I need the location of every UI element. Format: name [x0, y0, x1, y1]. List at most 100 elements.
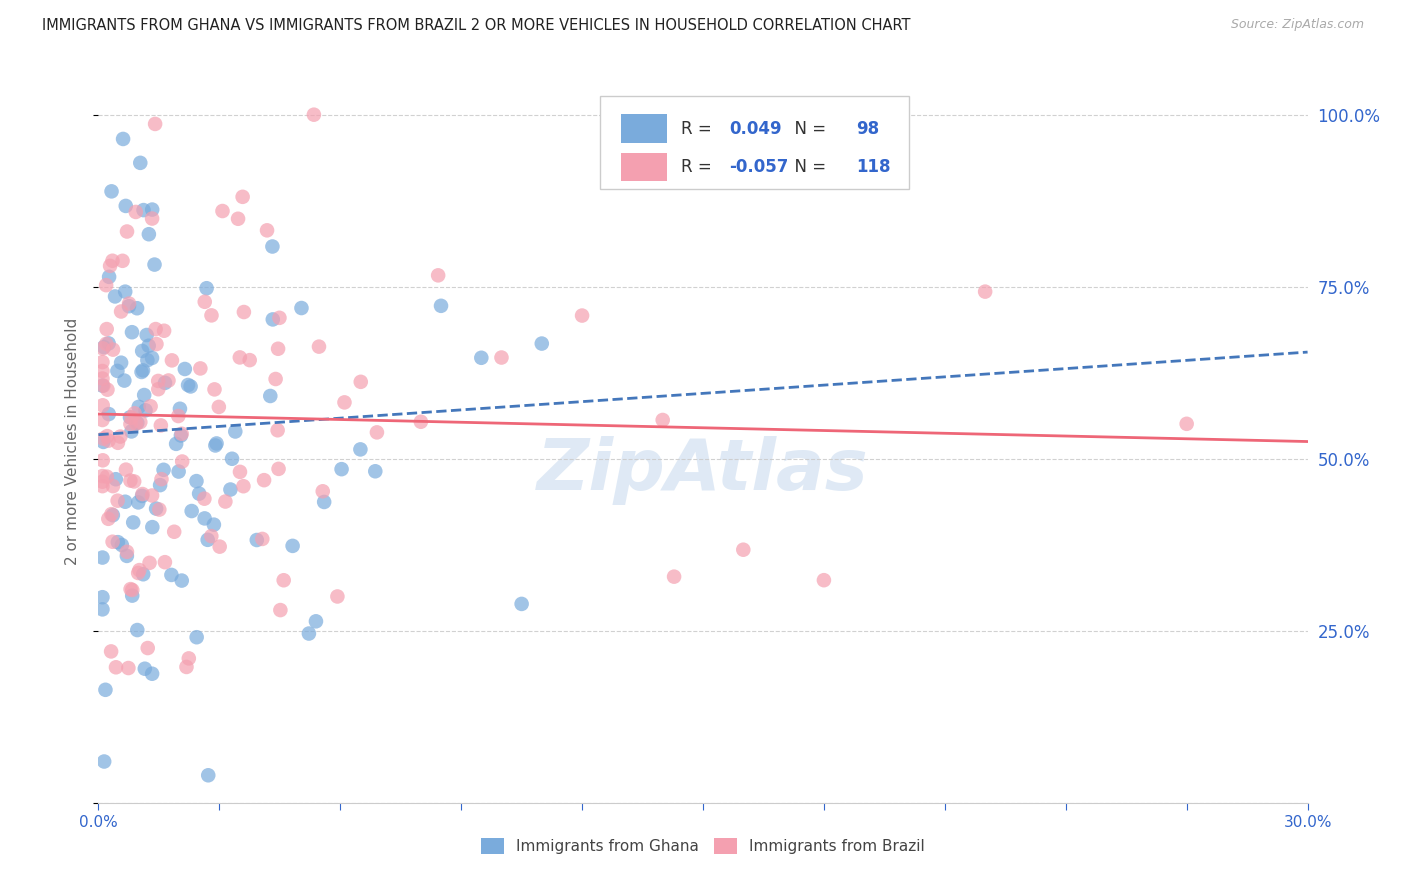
Point	[176, 660, 198, 674]
Point	[510, 597, 533, 611]
Point	[312, 484, 335, 499]
Point	[253, 473, 276, 487]
Point	[141, 202, 163, 217]
Point	[104, 289, 127, 303]
Point	[662, 569, 685, 583]
Point	[132, 363, 155, 377]
Point	[229, 465, 252, 479]
Point	[91, 355, 114, 369]
Text: IMMIGRANTS FROM GHANA VS IMMIGRANTS FROM BRAZIL 2 OR MORE VEHICLES IN HOUSEHOLD : IMMIGRANTS FROM GHANA VS IMMIGRANTS FROM…	[42, 18, 911, 33]
Point	[125, 417, 148, 431]
Point	[120, 582, 142, 596]
Point	[204, 438, 226, 452]
Point	[333, 395, 356, 409]
Point	[153, 324, 176, 338]
Point	[221, 451, 243, 466]
Point	[93, 340, 115, 354]
Point	[173, 362, 195, 376]
Point	[197, 768, 219, 782]
Point	[141, 666, 163, 681]
Text: N =: N =	[785, 120, 831, 137]
Point	[94, 278, 117, 293]
Point	[170, 428, 193, 442]
Point	[121, 582, 143, 597]
FancyBboxPatch shape	[621, 114, 666, 143]
Point	[138, 227, 160, 242]
Point	[91, 371, 114, 385]
Point	[246, 533, 269, 547]
Point	[188, 486, 211, 500]
Point	[305, 615, 328, 629]
Point	[143, 117, 166, 131]
Point	[172, 454, 194, 468]
Point	[186, 474, 208, 488]
Point	[214, 494, 236, 508]
Point	[96, 469, 118, 483]
Point	[96, 336, 118, 351]
Point	[153, 376, 176, 390]
Point	[96, 383, 118, 397]
Point	[298, 626, 321, 640]
Point	[136, 353, 159, 368]
Point	[259, 389, 281, 403]
Point	[121, 325, 143, 339]
Point	[200, 309, 222, 323]
Point	[111, 538, 134, 552]
Point	[97, 434, 120, 448]
Point	[127, 495, 149, 509]
Point	[169, 401, 191, 416]
Text: -0.057: -0.057	[730, 158, 789, 176]
Point	[100, 644, 122, 658]
Text: 98: 98	[856, 120, 880, 137]
Point	[131, 365, 153, 379]
Point	[139, 399, 162, 413]
Point	[153, 555, 176, 569]
Point	[98, 259, 121, 273]
Point	[122, 475, 145, 489]
FancyBboxPatch shape	[600, 96, 908, 189]
Point	[114, 285, 136, 299]
Point	[193, 491, 215, 506]
Point	[115, 225, 138, 239]
Point	[219, 483, 242, 497]
Point	[281, 539, 304, 553]
Point	[97, 512, 120, 526]
Point	[107, 435, 129, 450]
Point	[330, 462, 353, 476]
Point	[226, 211, 249, 226]
Point	[121, 589, 143, 603]
Legend: Immigrants from Ghana, Immigrants from Brazil: Immigrants from Ghana, Immigrants from B…	[475, 832, 931, 860]
Point	[177, 651, 200, 665]
Point	[302, 108, 325, 122]
Point	[350, 375, 373, 389]
Point	[101, 253, 124, 268]
Point	[131, 343, 153, 358]
Point	[190, 361, 212, 376]
Point	[132, 567, 155, 582]
Point	[111, 253, 134, 268]
Point	[101, 508, 124, 523]
Point	[202, 517, 225, 532]
Point	[224, 425, 246, 439]
Point	[141, 211, 163, 226]
Text: R =: R =	[682, 120, 717, 137]
Point	[148, 374, 170, 388]
Point	[308, 340, 330, 354]
Point	[96, 322, 118, 336]
Point	[121, 410, 143, 425]
Point	[195, 281, 218, 295]
Point	[141, 489, 163, 503]
Text: ZipAtlas: ZipAtlas	[537, 436, 869, 505]
Point	[180, 504, 202, 518]
Point	[107, 535, 129, 549]
Point	[266, 423, 288, 437]
Point	[165, 437, 187, 451]
Point	[148, 502, 170, 516]
Point	[148, 382, 170, 396]
Point	[430, 299, 453, 313]
Point	[91, 469, 114, 483]
Point	[364, 464, 387, 478]
Point	[124, 406, 146, 420]
Point	[118, 296, 141, 310]
Point	[118, 299, 141, 313]
